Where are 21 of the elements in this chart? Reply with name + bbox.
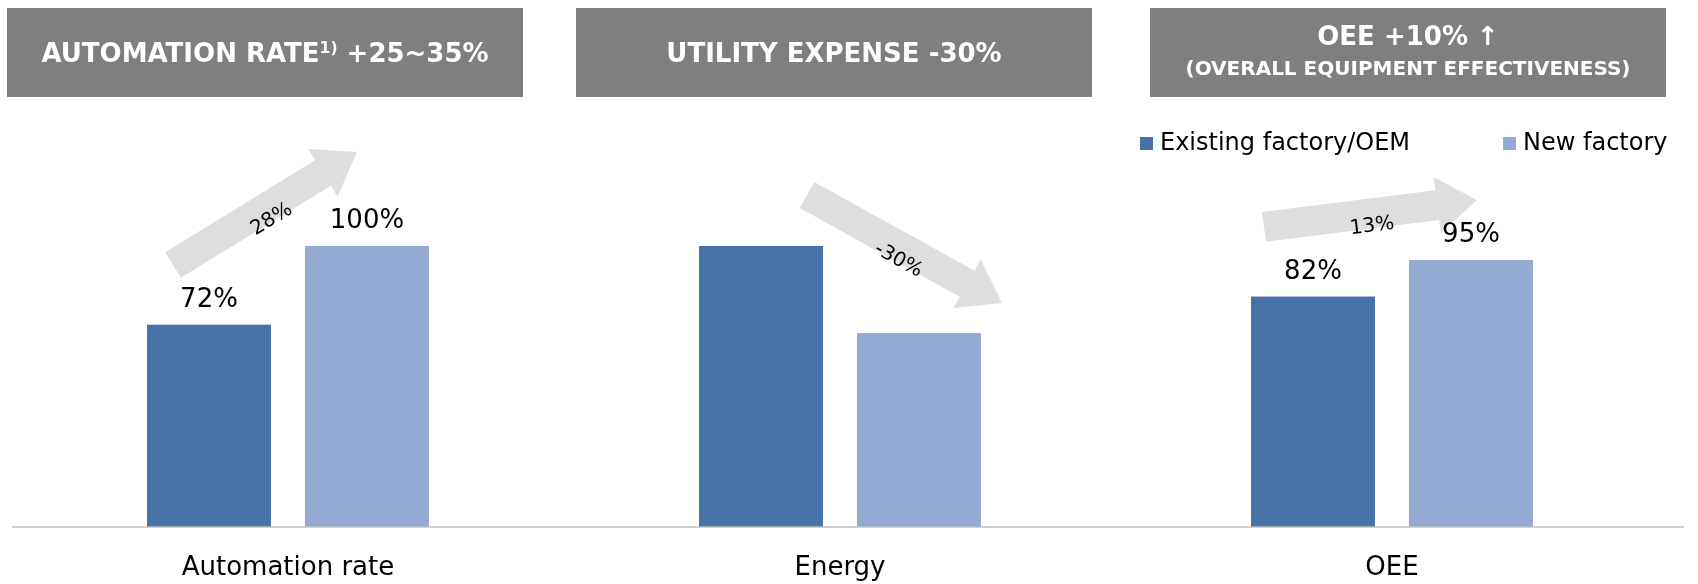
- bar: [1251, 296, 1375, 527]
- text: UTILITY EXPENSE -30%: [666, 38, 1002, 68]
- bar: [147, 324, 271, 527]
- text: AUTOMATION RATE$^{1)}$ +25~35%: [41, 38, 489, 68]
- x-tick-label: OEE: [1365, 551, 1419, 581]
- bar: [699, 246, 823, 527]
- legend-label: Existing factory/OEM: [1160, 128, 1411, 156]
- data-label: 82%: [1284, 254, 1342, 285]
- text: OEE +10% ↑ (OVERALL EQUIPMENT EFFECTIVENESS): [1185, 21, 1631, 80]
- bar: [305, 246, 429, 527]
- bar: [857, 333, 981, 527]
- legend-label: New factory: [1523, 128, 1668, 156]
- bar: [1409, 260, 1533, 527]
- data-label: 72%: [180, 282, 238, 313]
- text: 13%: [1348, 209, 1396, 240]
- data-label: 95%: [1442, 218, 1500, 249]
- x-tick-label: Automation rate: [181, 551, 395, 581]
- text: 28%: [245, 196, 296, 240]
- x-tick-label: Energy: [794, 551, 886, 581]
- annotation: -30%: [870, 235, 928, 282]
- data-label: 100%: [329, 204, 405, 234]
